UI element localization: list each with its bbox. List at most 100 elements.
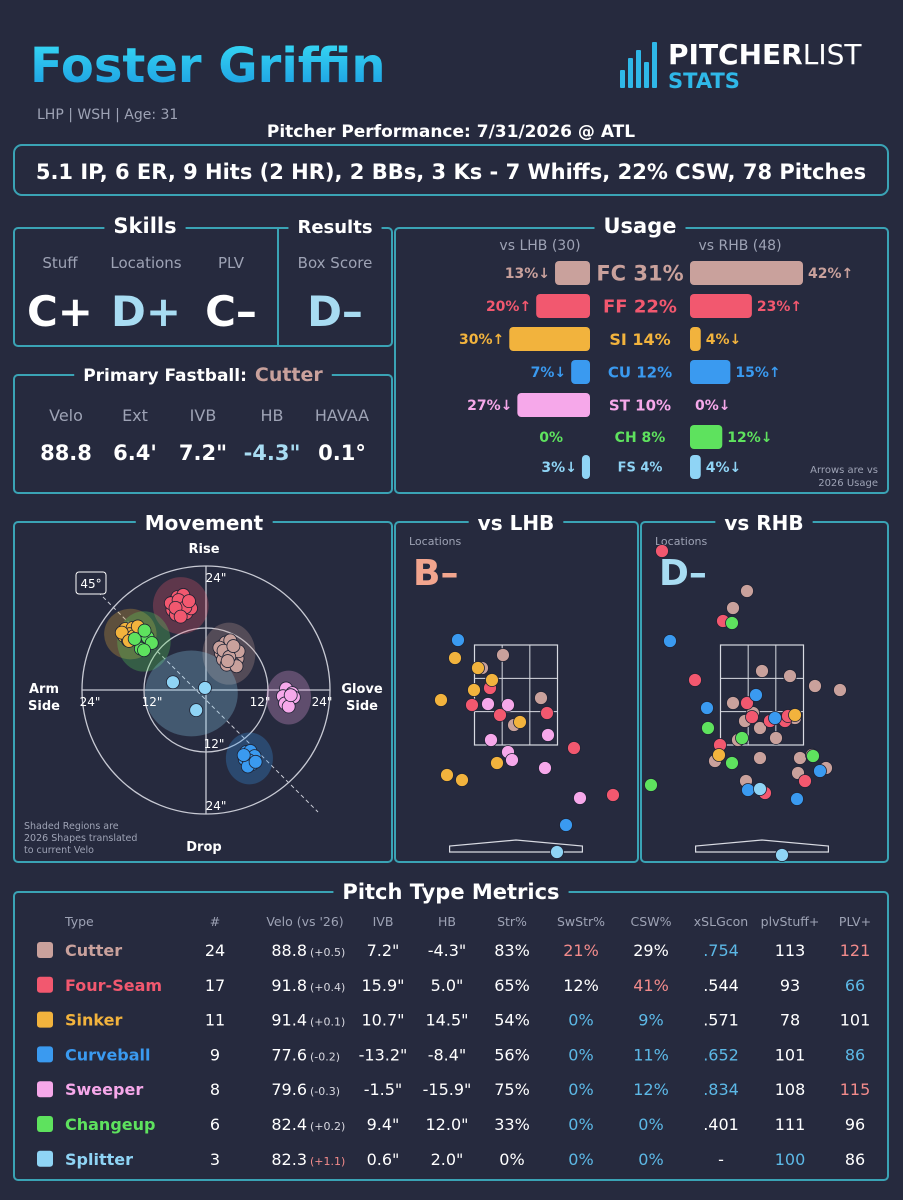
pitch-location — [644, 778, 658, 792]
pitch-location — [701, 721, 715, 735]
shape-region — [144, 650, 238, 737]
table-cell: 7.2" — [367, 941, 400, 960]
pitch-point — [189, 703, 204, 718]
table-header: CSW% — [631, 914, 672, 929]
table-cell: (+0.1) — [310, 1016, 345, 1029]
table-cell: 12% — [563, 976, 599, 995]
table-cell: 0% — [568, 1115, 593, 1134]
pitch-location — [813, 764, 827, 778]
metric-label: Ext — [122, 406, 148, 425]
summary-panel — [13, 144, 889, 196]
pitch-location — [740, 696, 754, 710]
usage-bar — [690, 455, 701, 479]
angle-label: 45° — [80, 577, 101, 591]
movement-note: to current Velo — [24, 845, 94, 856]
title-backdrop — [288, 217, 382, 238]
table-cell: 101 — [775, 1045, 806, 1064]
pitch-location — [505, 753, 519, 767]
usage-value: 0% — [539, 430, 563, 446]
table-cell: 96 — [845, 1115, 865, 1134]
table-header: # — [210, 914, 220, 929]
pitch-location — [741, 783, 755, 797]
metric-label: IVB — [190, 406, 217, 425]
locations-label: Locations — [655, 535, 708, 548]
table-cell: (+0.4) — [310, 981, 345, 994]
pitch-location — [753, 721, 767, 735]
table-header: Str% — [497, 914, 527, 929]
pitch-location — [467, 683, 481, 697]
table-cell: 0% — [638, 1150, 663, 1169]
metric-value: 7.2" — [179, 441, 227, 465]
metric-label: HAVAA — [315, 406, 369, 425]
metric-value: 0.1° — [318, 441, 366, 465]
usage-bar — [517, 393, 590, 417]
table-cell: 56% — [494, 1045, 530, 1064]
pitch-location — [455, 773, 469, 787]
table-cell: 10.7" — [362, 1011, 405, 1030]
usage-subtitle: vs LHB (30) — [499, 238, 580, 254]
pitch-location — [749, 688, 763, 702]
pitch-location — [753, 751, 767, 765]
table-cell: 5.0" — [431, 976, 464, 995]
section-title: Usage — [604, 214, 677, 238]
usage-bar — [690, 261, 803, 285]
table-cell: 33% — [494, 1115, 530, 1134]
pitch-location — [484, 733, 498, 747]
pitch-location — [783, 669, 797, 683]
title-backdrop — [594, 214, 686, 238]
logo-subtext: STATS — [668, 69, 740, 93]
ring-label: 12" — [204, 737, 225, 751]
metric-label: HB — [260, 406, 283, 425]
section-title: Skills — [113, 214, 176, 238]
pitch-location — [755, 664, 769, 678]
table-header: plvStuff+ — [761, 914, 820, 929]
pitch-point — [182, 594, 196, 609]
pitch-location — [788, 708, 802, 722]
table-cell: 115 — [840, 1080, 871, 1099]
usage-bar — [690, 360, 731, 384]
pitch-name: Changeup — [65, 1115, 155, 1134]
skill-grade: D+ — [111, 287, 181, 336]
pitch-location — [806, 749, 820, 763]
skill-grade: C+ — [27, 287, 93, 336]
usage-value: 30%↑ — [459, 332, 504, 348]
pitch-location — [493, 708, 507, 722]
title-backdrop — [715, 511, 813, 535]
pitch-swatch — [37, 1081, 53, 1098]
table-header: PLV+ — [839, 914, 871, 929]
table-cell: .834 — [703, 1080, 739, 1099]
usage-note: 2026 Usage — [818, 478, 878, 489]
pitch-location — [559, 818, 573, 832]
axis-label: Rise — [188, 542, 219, 557]
section-title: vs RHB — [724, 511, 803, 535]
skills-panel — [13, 227, 393, 347]
table-cell: -4.3" — [428, 941, 467, 960]
pitch-location — [434, 693, 448, 707]
usage-bar — [536, 294, 590, 318]
table-cell: 91.4 — [271, 1011, 307, 1030]
pitch-location — [567, 741, 581, 755]
skill-label: PLV — [218, 254, 245, 272]
pitch-point — [236, 748, 251, 762]
locations-label: Locations — [409, 535, 462, 548]
pitch-location — [833, 683, 847, 697]
usage-bar — [690, 327, 701, 351]
table-cell: 91.8 — [271, 976, 307, 995]
table-cell: 108 — [775, 1080, 806, 1099]
pitch-location — [471, 661, 485, 675]
pitch-location — [725, 756, 739, 770]
table-cell: 0% — [638, 1115, 663, 1134]
pitch-location — [485, 673, 499, 687]
pitch-location — [490, 756, 504, 770]
pitch-location — [534, 691, 548, 705]
pitch-point — [137, 643, 151, 658]
pitch-location — [481, 697, 495, 711]
table-cell: - — [718, 1150, 724, 1169]
pitch-location — [606, 788, 620, 802]
table-cell: 0% — [568, 1150, 593, 1169]
pitch-location — [501, 698, 515, 712]
table-cell: 88.8 — [271, 941, 307, 960]
table-cell: 9 — [210, 1045, 220, 1064]
